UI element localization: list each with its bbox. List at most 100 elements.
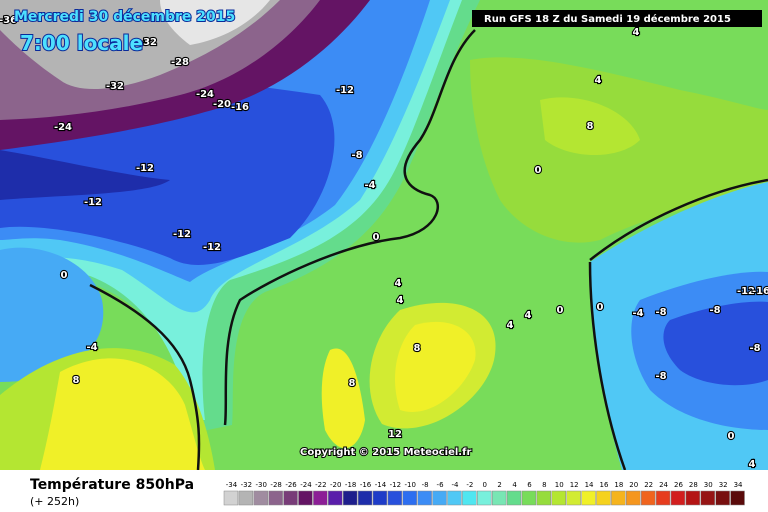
legend-swatch (491, 490, 507, 506)
legend-value: -30 (256, 481, 267, 489)
legend-value: -34 (226, 481, 238, 489)
contour-label: -12 (203, 242, 221, 253)
legend-swatch (447, 490, 462, 506)
legend-swatch (477, 490, 492, 506)
contour-label: -20 (213, 99, 231, 110)
legend-swatch (626, 490, 641, 506)
contour-label: 0 (373, 232, 380, 243)
legend-swatch (387, 490, 403, 506)
run-box (472, 10, 762, 27)
legend-swatch (655, 490, 671, 506)
contour-label: 8 (73, 375, 80, 386)
contour-label: 0 (557, 305, 564, 316)
legend-value: 34 (734, 481, 743, 489)
contour-label: 8 (414, 343, 421, 354)
contour-label: 0 (728, 431, 735, 442)
legend-swatch (700, 490, 715, 506)
legend-swatch (521, 490, 537, 506)
contour-label: -32 (139, 37, 157, 48)
contour-label: -8 (749, 343, 760, 354)
legend-swatch (342, 490, 358, 506)
contour-label: -4 (86, 342, 97, 353)
legend-value: -14 (375, 481, 387, 489)
contour-label: -36 (0, 15, 17, 26)
contour-label: -12 (737, 286, 755, 297)
contour-label: 0 (597, 302, 604, 313)
contour-label: -4 (364, 180, 375, 191)
legend-swatch (268, 490, 283, 506)
map-fields (0, 0, 768, 470)
legend-value: 20 (629, 481, 638, 489)
contour-label: -32 (106, 81, 124, 92)
lead-time: (+ 252h) (30, 495, 79, 508)
contour-label: -12 (136, 163, 154, 174)
legend-value: -8 (422, 481, 429, 489)
forecast-time: 7:00 locale (20, 31, 143, 55)
legend-value: 6 (527, 481, 532, 489)
contour-label: -16 (231, 102, 249, 113)
legend-swatch (402, 490, 417, 506)
contour-label: -28 (171, 57, 189, 68)
legend-swatch (611, 490, 626, 506)
legend-value: 4 (512, 481, 517, 489)
legend-value: 24 (659, 481, 668, 489)
contour-label: 4 (595, 75, 602, 86)
run-info: Run GFS 18 Z du Samedi 19 décembre 2015 (484, 13, 731, 25)
legend-swatch (432, 490, 447, 506)
legend-value: -28 (270, 481, 281, 489)
legend-value: -6 (437, 481, 445, 489)
forecast-date: Mercredi 30 décembre 2015 (14, 9, 235, 25)
legend-value: 28 (689, 481, 698, 489)
legend-swatch (551, 490, 566, 506)
legend-swatch (462, 490, 477, 506)
legend-value: 16 (599, 481, 608, 489)
legend-value: -26 (285, 481, 297, 489)
legend-swatch (596, 490, 611, 506)
contour-label: -8 (655, 307, 666, 318)
contour-label: 4 (749, 459, 756, 470)
contour-label: 4 (633, 27, 640, 38)
contour-label: 4 (507, 320, 514, 331)
legend-value: 10 (555, 481, 564, 489)
legend-value: 26 (674, 481, 683, 489)
legend-value: 2 (497, 481, 501, 489)
contour-label: -8 (351, 150, 362, 161)
contour-label: 0 (535, 165, 542, 176)
legend-value: 8 (542, 481, 546, 489)
legend-swatch (313, 490, 328, 506)
contour-lines (89, 29, 768, 471)
legend-swatch (685, 490, 701, 506)
legend-value: 22 (644, 481, 653, 489)
contour-label: 0 (61, 270, 68, 281)
legend-swatch (223, 490, 239, 506)
legend-value: -16 (360, 481, 372, 489)
legend-swatch (298, 490, 313, 506)
legend-value: 30 (704, 481, 713, 489)
legend-value: 12 (570, 481, 579, 489)
legend-swatch (238, 490, 254, 506)
legend-swatch (670, 490, 686, 506)
legend-value: -24 (300, 481, 312, 489)
contour-label: 8 (349, 378, 356, 389)
legend-swatch (417, 490, 432, 506)
legend-value: -12 (390, 481, 401, 489)
legend-value: -2 (466, 481, 473, 489)
legend-swatch (536, 490, 552, 506)
legend-swatch (581, 490, 596, 506)
contour-label: 12 (388, 429, 402, 440)
contour-label: -8 (655, 371, 666, 382)
contour-label: -12 (173, 229, 191, 240)
field-title: Température 850hPa (30, 477, 194, 493)
legend-swatch (357, 490, 373, 506)
legend-swatch (715, 490, 730, 506)
legend-value: 18 (614, 481, 623, 489)
legend-value: -18 (345, 481, 356, 489)
legend-value: -4 (451, 481, 459, 489)
legend-value: -10 (405, 481, 416, 489)
legend-value: 0 (483, 481, 487, 489)
legend-value: -32 (241, 481, 252, 489)
legend-swatch (328, 490, 343, 506)
legend-swatch (283, 490, 298, 506)
legend-swatch (506, 490, 522, 506)
